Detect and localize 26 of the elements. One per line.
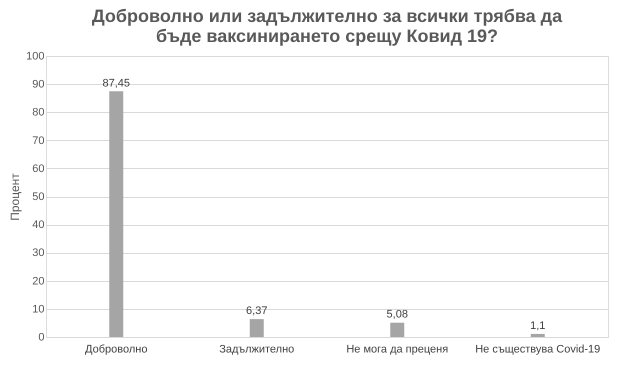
y-axis-title: Процент	[8, 172, 22, 221]
x-tick-label: Доброволно	[85, 344, 148, 356]
data-label: 87,45	[102, 77, 130, 90]
bar	[390, 322, 404, 337]
y-tick-label: 80	[32, 106, 44, 119]
y-tick-label: 20	[32, 275, 44, 288]
y-tick-label: 30	[32, 247, 44, 260]
text: Доброволно или задължително за всички трябва да	[92, 6, 562, 26]
y-tick-label: 40	[32, 219, 44, 232]
bar	[250, 319, 264, 337]
bar	[530, 334, 545, 337]
y-tick-label: 50	[32, 191, 44, 203]
x-tick-label: Не мога да преценя	[346, 344, 448, 356]
y-tick-label: 100	[26, 50, 44, 62]
y-tick-label: 90	[32, 78, 44, 91]
y-tick-label: 70	[32, 134, 44, 147]
data-label: 6,37	[246, 305, 268, 318]
y-tick-label: 0	[38, 332, 44, 344]
y-tick-label: 10	[32, 303, 44, 316]
y-tick-label: 60	[32, 162, 44, 175]
x-tick-label: Не съществува Covid-19	[475, 344, 600, 356]
x-tick-label: Задължително	[219, 344, 294, 356]
text: бъде ваксинирането срещу Ковид 19?	[156, 26, 498, 46]
data-label: 1,1	[530, 320, 546, 332]
bar	[109, 91, 124, 337]
data-label: 5,08	[386, 308, 408, 321]
